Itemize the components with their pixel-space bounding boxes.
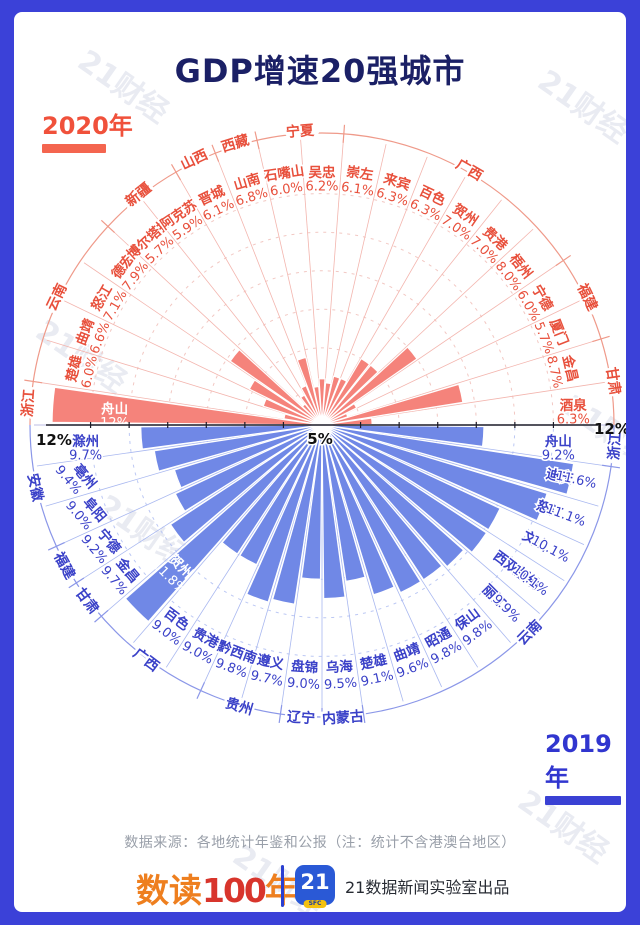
province-label-云南: 云南 — [514, 617, 546, 649]
legend-2020-label: 2020年 — [42, 112, 133, 140]
bar-遵义 — [271, 424, 323, 605]
bar-盘锦 — [300, 424, 323, 580]
half-top: 浙江云南新疆山西西藏宁夏广西福建甘肃舟山12%楚雄6.0%曲靖6.6%怒江7.1… — [16, 119, 626, 431]
province-label-贵州: 贵州 — [223, 695, 255, 719]
bar-丽江 — [321, 424, 465, 568]
bar-贺州 — [124, 424, 323, 623]
bar-山南 — [296, 356, 323, 426]
bar-文山 — [321, 424, 501, 531]
city-label-金昌: 金昌 — [559, 352, 582, 383]
value-label-丽江: 9.9% — [489, 592, 523, 626]
bar-贵港 — [239, 424, 323, 566]
21-app-icon: 21 SFC — [295, 865, 335, 908]
legend-2020-underline — [42, 144, 106, 153]
bar-德宏 — [229, 348, 323, 426]
province-label-安徽: 安徽 — [24, 472, 47, 504]
logo-divider — [281, 865, 284, 907]
bar-保山 — [321, 424, 443, 581]
bar-怒江 — [321, 424, 548, 522]
value-label-石嘴山: 6.0% — [269, 180, 304, 200]
shudu-100-logo: 数读100年 — [136, 864, 298, 912]
bar-吴忠 — [318, 378, 326, 426]
bar-昭通 — [321, 424, 422, 594]
province-label-宁夏: 宁夏 — [285, 122, 315, 141]
bar-乌海 — [321, 424, 346, 600]
bar-阜阳 — [173, 424, 323, 489]
value-label-盘锦: 9.0% — [286, 676, 320, 693]
page-title: GDP增速20强城市 — [174, 52, 466, 90]
value-label-吴忠: 6.2% — [305, 180, 338, 195]
bar-晋城 — [300, 384, 323, 426]
bar-曲靖 — [321, 424, 395, 596]
province-label-内蒙古: 内蒙古 — [321, 708, 364, 728]
poster-card: 21财经 21财经 21财经 21财经 21财经 21财经 21财经 GDP增速… — [14, 12, 626, 912]
bar-舟山 — [51, 386, 323, 426]
city-label-舟山: 舟山 — [545, 433, 572, 450]
legend-2019-underline — [545, 796, 621, 805]
city-label-崇左: 崇左 — [345, 163, 375, 184]
value-label-舟山: 12% — [100, 416, 129, 431]
province-label-浙江: 浙江 — [19, 388, 38, 417]
bar-金昌 — [321, 383, 464, 426]
logo-100: 100 — [202, 871, 267, 910]
value-label-乌海: 9.5% — [324, 676, 358, 693]
bar-黔西南 — [245, 424, 323, 603]
bar-阿克苏 — [299, 394, 323, 426]
province-label-浙江: 浙江 — [605, 431, 624, 460]
value-label-怒江: 11.1% — [544, 502, 588, 530]
legend-2019: 2019年 — [545, 730, 626, 805]
value-label-文山: 10.1% — [528, 533, 571, 566]
bar-亳州 — [153, 424, 323, 472]
21-icon-number: 21 — [300, 870, 330, 894]
bar-曲靖 — [262, 397, 323, 426]
city-label-乌海: 乌海 — [325, 657, 354, 676]
legend-2019-label: 2019年 — [545, 730, 612, 792]
bar-滁州 — [140, 424, 323, 450]
city-label-盘锦: 盘锦 — [291, 657, 319, 676]
axis-label-left: 12% — [36, 431, 72, 449]
bar-贺州 — [321, 357, 371, 426]
bar-金昌 — [169, 424, 323, 544]
bar-舟山 — [321, 424, 485, 448]
bar-梧州 — [321, 346, 418, 426]
legend-2020: 2020年 — [42, 106, 133, 153]
province-label-福建: 福建 — [50, 548, 79, 582]
city-label-吴忠: 吴忠 — [309, 165, 336, 181]
city-label-酒泉: 酒泉 — [560, 397, 587, 414]
axis-label-right: 12% — [594, 420, 626, 438]
province-label-云南: 云南 — [43, 281, 70, 314]
bar-百色 — [221, 424, 323, 555]
bar-楚雄 — [321, 424, 366, 582]
credit-text: 21数据新闻实验室出品 — [345, 878, 510, 897]
value-label-崇左: 6.1% — [340, 180, 375, 200]
province-label-甘肃: 甘肃 — [603, 366, 624, 396]
province-label-辽宁: 辽宁 — [286, 708, 315, 727]
radial-bar-chart: 浙江云南新疆山西西藏宁夏广西福建甘肃舟山12%楚雄6.0%曲靖6.6%怒江7.1… — [16, 119, 626, 730]
axis-label-center: 5% — [307, 430, 332, 448]
province-label-山西: 山西 — [178, 147, 210, 174]
bar-西双版纳 — [321, 424, 488, 554]
city-label-滁州: 滁州 — [72, 433, 99, 450]
bar-宁德 — [174, 424, 323, 513]
value-label-舟山: 9.2% — [542, 448, 575, 463]
province-label-福建: 福建 — [573, 280, 601, 314]
value-label-滁州: 9.7% — [69, 448, 102, 463]
footer-logos: 数读100年 21 SFC 21数据新闻实验室出品 — [14, 862, 626, 910]
province-label-西藏: 西藏 — [219, 131, 251, 155]
city-label-遵义: 遵义 — [255, 651, 285, 673]
bar-迪庆 — [321, 424, 575, 496]
city-label-舟山: 舟山 — [101, 400, 128, 417]
sfc-badge: SFC — [303, 900, 327, 908]
data-source-note: 数据来源：各地统计年鉴和公报（注：统计不含港澳台地区） — [124, 835, 516, 851]
logo-text: 数读 — [136, 871, 202, 910]
bar-贵港 — [321, 364, 379, 426]
province-label-新疆: 新疆 — [122, 179, 154, 210]
bar-怒江 — [248, 379, 323, 426]
bar-宁德 — [321, 402, 358, 426]
bar-百色 — [321, 377, 348, 426]
bar-石嘴山 — [313, 385, 323, 426]
